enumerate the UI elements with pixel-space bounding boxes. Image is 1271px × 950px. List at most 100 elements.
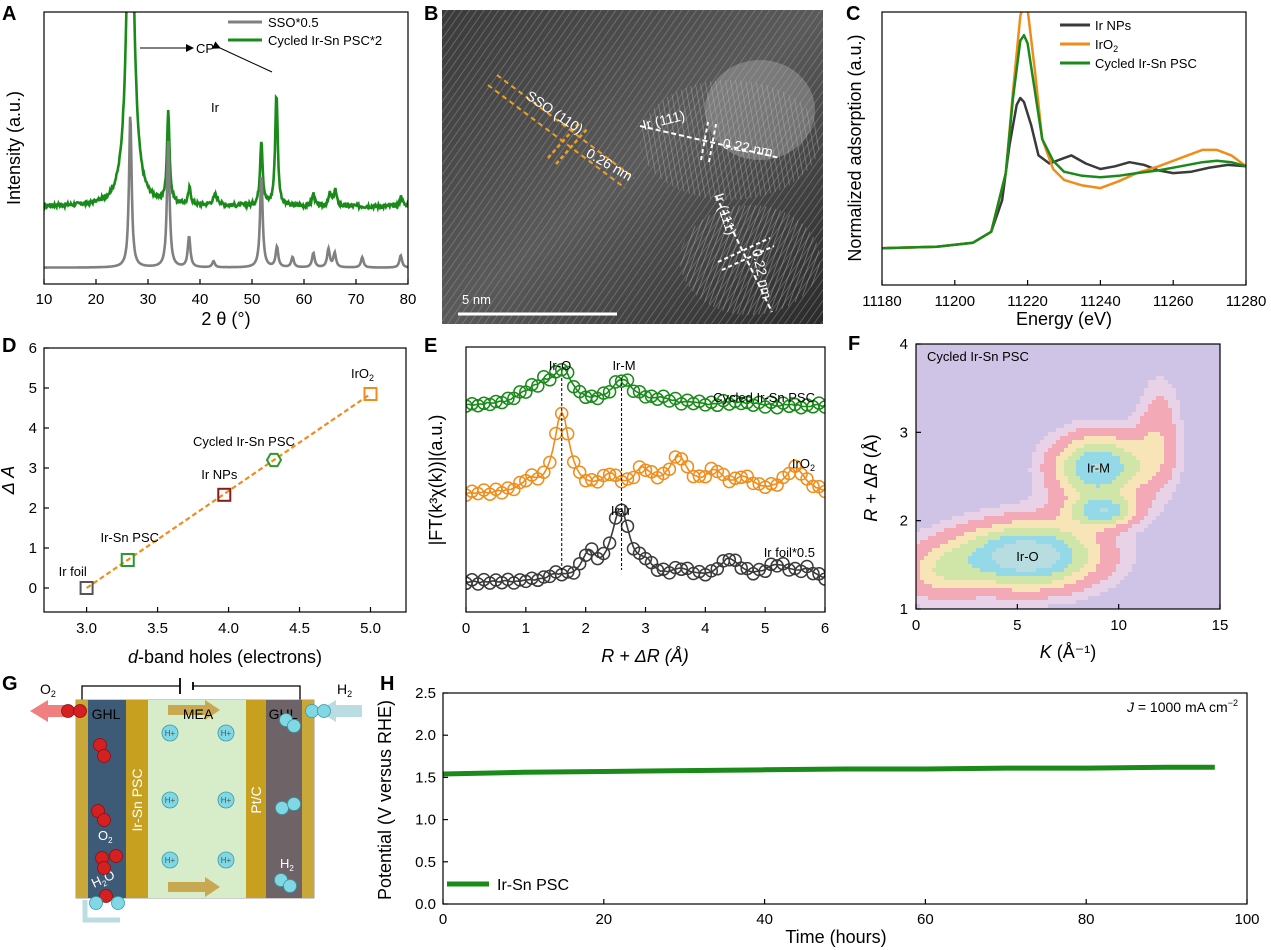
contour-cell: [992, 544, 997, 549]
contour-cell: [1156, 508, 1161, 513]
contour-cell: [1048, 516, 1053, 521]
contour-cell: [1076, 368, 1081, 373]
contour-cell: [976, 428, 981, 433]
contour-cell: [1052, 476, 1057, 481]
contour-cell: [1092, 460, 1097, 465]
contour-cell: [1136, 496, 1141, 501]
contour-cell: [1112, 532, 1117, 537]
contour-cell: [1096, 544, 1101, 549]
contour-cell: [1080, 600, 1085, 605]
contour-cell: [1104, 604, 1109, 609]
contour-cell: [1108, 368, 1113, 373]
contour-cell: [1024, 440, 1029, 445]
contour-cell: [1008, 420, 1013, 425]
contour-cell: [1132, 372, 1137, 377]
contour-cell: [1028, 368, 1033, 373]
contour-cell: [1040, 580, 1045, 585]
contour-cell: [976, 488, 981, 493]
contour-cell: [916, 592, 921, 597]
contour-cell: [992, 468, 997, 473]
contour-cell: [1164, 420, 1169, 425]
contour-cell: [1156, 484, 1161, 489]
contour-cell: [932, 408, 937, 413]
contour-cell: [1032, 580, 1037, 585]
contour-cell: [988, 436, 993, 441]
contour-cell: [964, 600, 969, 605]
contour-cell: [916, 588, 921, 593]
contour-cell: [956, 544, 961, 549]
lattice-guide: [487, 84, 626, 189]
contour-cell: [992, 372, 997, 377]
contour-cell: [1020, 432, 1025, 437]
contour-cell: [1176, 444, 1181, 449]
contour-cell: [972, 384, 977, 389]
contour-cell: [988, 444, 993, 449]
contour-cell: [1192, 460, 1197, 465]
contour-cell: [1120, 392, 1125, 397]
contour-cell: [984, 352, 989, 357]
contour-cell: [1024, 452, 1029, 457]
contour-cell: [1120, 592, 1125, 597]
contour-cell: [1132, 416, 1137, 421]
contour-cell: [1060, 484, 1065, 489]
contour-cell: [964, 404, 969, 409]
contour-cell: [968, 528, 973, 533]
contour-cell: [1152, 368, 1157, 373]
contour-cell: [932, 552, 937, 557]
contour-cell: [1024, 596, 1029, 601]
contour-cell: [924, 556, 929, 561]
contour-cell: [1152, 528, 1157, 533]
contour-cell: [1116, 508, 1121, 513]
contour-cell: [1040, 404, 1045, 409]
tick-label: 3: [641, 620, 649, 637]
contour-cell: [1128, 588, 1133, 593]
contour-cell: [956, 604, 961, 609]
contour-cell: [952, 396, 957, 401]
contour-cell: [936, 460, 941, 465]
contour-cell: [1112, 472, 1117, 477]
contour-cell: [1132, 524, 1137, 529]
contour-cell: [1128, 584, 1133, 589]
contour-cell: [1168, 448, 1173, 453]
contour-cell: [1000, 360, 1005, 365]
panel-c: C 11180 11200 11220 11240 11260 11280 Energy …: [845, 3, 1266, 329]
contour-cell: [1112, 496, 1117, 501]
contour-cell: [1148, 372, 1153, 377]
contour-cell: [1180, 540, 1185, 545]
contour-cell: [1144, 488, 1149, 493]
contour-cell: [996, 564, 1001, 569]
contour-cell: [920, 516, 925, 521]
panel-a-x-ticks: 10 20 30 40 50 60 70 80: [36, 279, 416, 308]
contour-cell: [948, 436, 953, 441]
contour-cell: [956, 440, 961, 445]
contour-cell: [1112, 488, 1117, 493]
contour-cell: [980, 404, 985, 409]
contour-cell: [980, 440, 985, 445]
contour-cell: [1140, 548, 1145, 553]
contour-cell: [1104, 584, 1109, 589]
contour-cell: [1080, 528, 1085, 533]
contour-cell: [1140, 484, 1145, 489]
contour-cell: [948, 420, 953, 425]
contour-cell: [1152, 520, 1157, 525]
contour-cell: [924, 476, 929, 481]
contour-cell: [960, 444, 965, 449]
contour-cell: [924, 512, 929, 517]
contour-cell: [1156, 456, 1161, 461]
contour-cell: [1060, 428, 1065, 433]
contour-cell: [1040, 548, 1045, 553]
contour-cell: [1052, 368, 1057, 373]
contour-cell: [956, 376, 961, 381]
contour-cell: [1064, 596, 1069, 601]
contour-cell: [1040, 408, 1045, 413]
contour-cell: [920, 380, 925, 385]
contour-cell: [984, 424, 989, 429]
contour-cell: [1036, 588, 1041, 593]
contour-cell: [940, 408, 945, 413]
contour-cell: [1036, 576, 1041, 581]
contour-cell: [1060, 480, 1065, 485]
contour-cell: [1108, 408, 1113, 413]
contour-cell: [1032, 524, 1037, 529]
contour-cell: [968, 516, 973, 521]
contour-cell: [944, 600, 949, 605]
